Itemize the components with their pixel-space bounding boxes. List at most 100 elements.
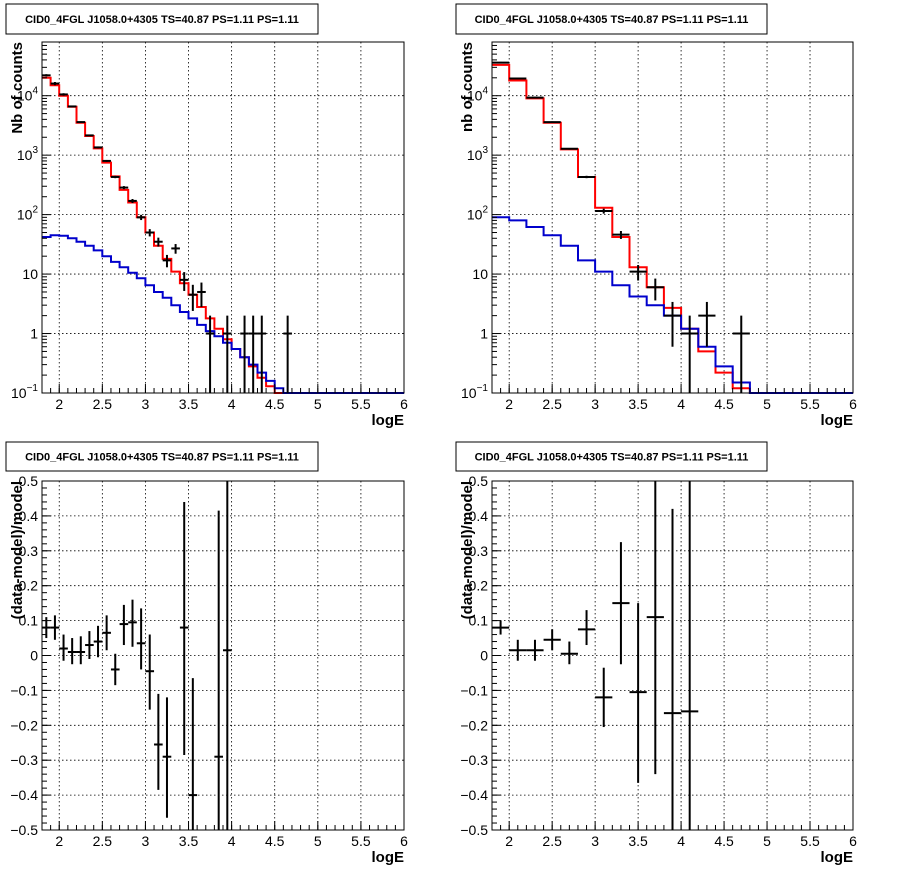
- y-tick-base: 10: [17, 207, 33, 223]
- data-point: [492, 61, 510, 64]
- data-point: [681, 315, 699, 393]
- data-points: [492, 481, 699, 830]
- data-point: [145, 229, 155, 237]
- data-point: [577, 610, 596, 646]
- x-tick-label: 4: [228, 396, 236, 412]
- data-point: [76, 121, 86, 124]
- data-point: [629, 265, 647, 281]
- grid-lines: [42, 481, 404, 830]
- data-point: [509, 77, 527, 80]
- data-points: [42, 74, 292, 393]
- y-tick-label: 0.2: [19, 578, 39, 594]
- y-tick-label: 0.1: [469, 613, 489, 629]
- x-tick-label: 4: [228, 833, 236, 849]
- y-tick-label: −0.2: [460, 717, 488, 733]
- x-tick-label: 4.5: [265, 396, 285, 412]
- y-tick-base: 10: [17, 88, 33, 104]
- chart-title: CID0_4FGL J1058.0+4305 TS=40.87 PS=1.11 …: [25, 452, 299, 464]
- x-tick-label: 3: [142, 396, 150, 412]
- x-tick-label: 4: [677, 396, 685, 412]
- x-tick-label: 3: [142, 833, 150, 849]
- x-tick-label: 6: [849, 833, 857, 849]
- data-point: [136, 608, 146, 670]
- y-tick-label: −0.1: [10, 682, 38, 698]
- data-point: [110, 175, 120, 179]
- data-point: [577, 175, 596, 179]
- y-tick-exponent: 3: [482, 145, 488, 156]
- y-tick-label: −0.3: [10, 752, 38, 768]
- x-tick-label: 3: [591, 396, 599, 412]
- data-point: [197, 282, 206, 307]
- data-point: [526, 96, 544, 99]
- data-point: [50, 81, 60, 86]
- y-tick-label: 1: [480, 326, 488, 342]
- y-tick-label: −0.3: [460, 752, 488, 768]
- data-point: [612, 542, 630, 665]
- y-tick-label: 0.4: [469, 508, 489, 524]
- data-point: [188, 284, 198, 311]
- x-tick-label: 2.5: [93, 833, 113, 849]
- x-tick-label: 2.5: [542, 833, 562, 849]
- title-box: [455, 3, 768, 35]
- y-tick-label: 0.3: [19, 543, 39, 559]
- y-tick-base: 10: [467, 88, 483, 104]
- y-axis-label: (data-model)/model: [459, 481, 476, 619]
- data-point: [240, 315, 249, 393]
- data-point: [119, 186, 129, 190]
- data-point: [136, 214, 146, 221]
- data-point: [76, 636, 86, 665]
- data-point: [102, 615, 111, 651]
- data-point: [257, 315, 267, 393]
- title-box: [5, 3, 319, 35]
- x-tick-label: 4.5: [265, 833, 285, 849]
- y-tick-label: 102: [467, 205, 489, 223]
- x-tick-label: 5: [763, 833, 771, 849]
- x-tick-label: 3.5: [628, 833, 648, 849]
- y-tick-label: 104: [17, 86, 39, 104]
- chart-panel-3: CID0_4FGL J1058.0+4305 TS=40.87 PS=1.11 …: [5, 441, 408, 866]
- data-point: [732, 315, 750, 393]
- x-tick-label: 2: [505, 833, 513, 849]
- data-point: [509, 639, 527, 661]
- data-point: [171, 244, 180, 254]
- data-point: [629, 603, 647, 783]
- y-tick-exponent: 2: [32, 205, 38, 216]
- y-tick-label: 0.3: [469, 543, 489, 559]
- data-point: [93, 146, 103, 149]
- y-tick-label: 10−1: [11, 383, 38, 401]
- data-point: [560, 641, 578, 665]
- data-point: [248, 315, 258, 393]
- data-point: [214, 510, 223, 830]
- chart-title: CID0_4FGL J1058.0+4305 TS=40.87 PS=1.11 …: [25, 14, 299, 26]
- data-point: [179, 501, 189, 755]
- chart-panel-1: CID0_4FGL J1058.0+4305 TS=40.87 PS=1.11 …: [5, 3, 408, 429]
- data-point: [162, 697, 172, 818]
- y-tick-label: 10: [472, 266, 488, 282]
- x-axis-label: logE: [821, 412, 854, 429]
- x-tick-label: 5.5: [800, 833, 820, 849]
- data-point: [663, 301, 682, 347]
- data-point: [85, 134, 94, 137]
- y-tick-label: 103: [467, 145, 489, 163]
- y-tick-label: −0.2: [10, 717, 38, 733]
- y-tick-label: 103: [17, 145, 39, 163]
- x-tick-label: 2: [505, 396, 513, 412]
- y-tick-label: 0.4: [19, 508, 39, 524]
- grid-lines: [492, 42, 853, 393]
- data-point: [154, 693, 163, 790]
- data-point: [223, 315, 232, 393]
- y-tick-exponent: −1: [27, 383, 39, 394]
- y-tick-label: −0.4: [10, 787, 38, 803]
- data-point: [663, 508, 682, 830]
- data-point: [128, 199, 137, 203]
- x-tick-label: 5: [314, 396, 322, 412]
- y-tick-base: 10: [17, 147, 33, 163]
- x-tick-label: 2.5: [542, 396, 562, 412]
- title-box: [5, 441, 319, 472]
- data-point: [205, 315, 215, 393]
- x-tick-label: 4.5: [714, 396, 734, 412]
- y-axis-label: nb of counts: [459, 42, 476, 132]
- series-line-2: [42, 234, 404, 394]
- data-point: [595, 667, 613, 728]
